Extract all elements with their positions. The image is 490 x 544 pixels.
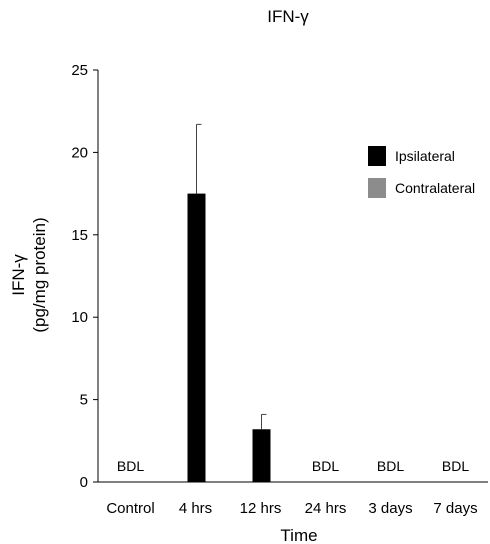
legend-label: Contralateral	[395, 180, 475, 196]
x-ticks: Control 4 hrs 12 hrs 24 hrs 3 days 7 days	[106, 500, 477, 517]
x-axis: Control 4 hrs 12 hrs 24 hrs 3 days 7 days	[98, 481, 488, 517]
legend-swatch	[368, 146, 386, 166]
bdl-label: BDL	[312, 458, 339, 474]
y-tick-label: 25	[71, 62, 88, 79]
bar	[187, 193, 206, 482]
bdl-label: BDL	[442, 458, 469, 474]
y-tick-label: 10	[71, 309, 88, 326]
annotations: BDL BDL BDL BDL	[117, 458, 469, 474]
y-axis-label-line1: IFN-γ	[9, 254, 28, 296]
y-ticks: 0 5 10 15 20 25	[71, 62, 98, 491]
y-axis-label-line2: (pg/mg protein)	[30, 217, 49, 332]
x-tick-label: 12 hrs	[240, 500, 282, 517]
x-tick-label: 4 hrs	[179, 500, 212, 517]
y-tick-label: 20	[71, 144, 88, 161]
bdl-label: BDL	[377, 458, 404, 474]
y-axis: 0 5 10 15 20 25	[71, 62, 99, 491]
x-tick-label: 3 days	[368, 500, 412, 517]
legend: Ipsilateral Contralateral	[368, 146, 475, 198]
y-tick-label: 15	[71, 227, 88, 244]
x-tick-label: Control	[106, 500, 154, 517]
legend-swatch	[368, 178, 386, 198]
bdl-label: BDL	[117, 458, 144, 474]
bars	[187, 123, 271, 482]
y-tick-label: 5	[80, 392, 88, 409]
x-tick-label: 7 days	[433, 500, 477, 517]
x-tick-label: 24 hrs	[305, 500, 347, 517]
x-axis-label: Time	[280, 526, 317, 544]
bar	[252, 429, 271, 482]
chart-title: IFN-γ	[267, 7, 309, 26]
legend-label: Ipsilateral	[395, 148, 455, 164]
y-axis-label: IFN-γ (pg/mg protein)	[9, 217, 49, 332]
y-tick-label: 0	[80, 474, 88, 491]
